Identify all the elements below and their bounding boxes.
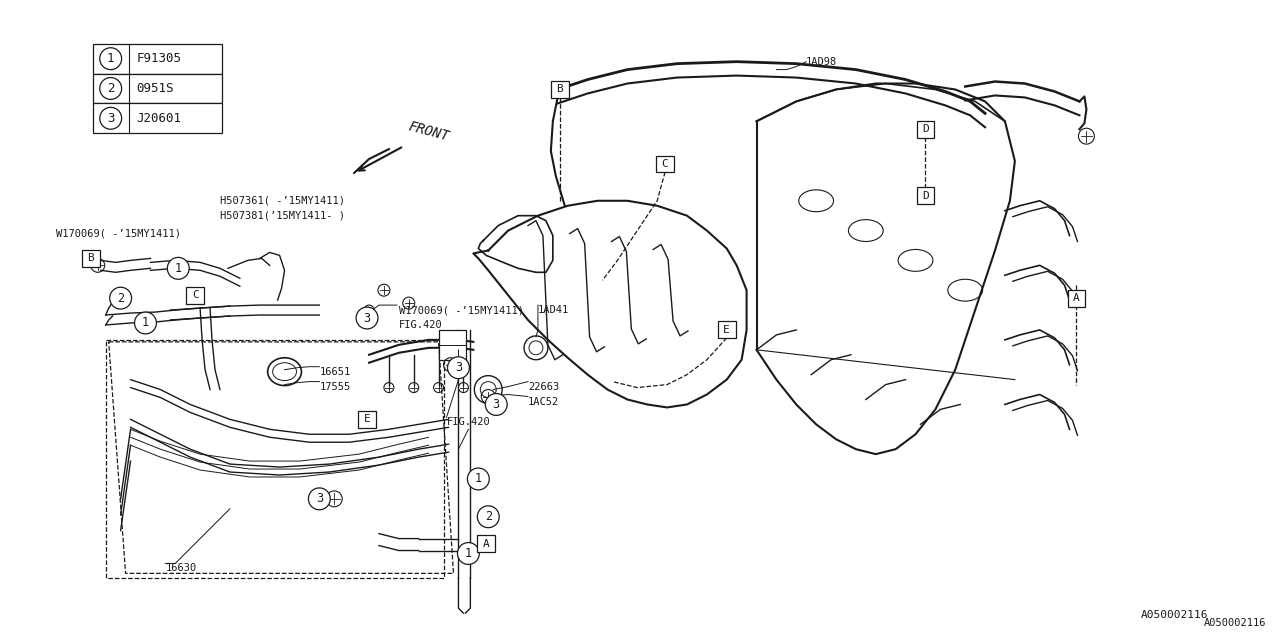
Text: 2: 2 — [485, 510, 492, 524]
Circle shape — [448, 356, 470, 379]
Circle shape — [467, 468, 489, 490]
Text: H507381(’15MY1411- ): H507381(’15MY1411- ) — [220, 211, 346, 221]
Bar — [93, 74, 221, 104]
Text: 1: 1 — [108, 52, 114, 65]
Bar — [550, 81, 568, 98]
Text: 16651: 16651 — [319, 367, 351, 377]
Text: H507361( -’15MY1411): H507361( -’15MY1411) — [220, 196, 346, 206]
Bar — [186, 287, 204, 303]
Text: A050002116: A050002116 — [1203, 618, 1266, 628]
Circle shape — [485, 394, 507, 415]
Circle shape — [457, 543, 479, 564]
Text: 1: 1 — [465, 547, 472, 560]
Bar — [106, 340, 444, 579]
Text: 3: 3 — [454, 361, 462, 374]
Text: 1AC52: 1AC52 — [529, 397, 559, 406]
Bar — [657, 156, 675, 172]
Text: A: A — [1073, 293, 1080, 303]
Circle shape — [100, 108, 122, 129]
Text: 1AD41: 1AD41 — [538, 305, 570, 315]
Text: 1: 1 — [475, 472, 481, 486]
Text: F91305: F91305 — [137, 52, 182, 65]
Bar — [358, 411, 376, 428]
Text: D: D — [922, 191, 929, 201]
Text: FRONT: FRONT — [407, 120, 451, 144]
Text: W170069( -’15MY1411): W170069( -’15MY1411) — [56, 228, 180, 239]
Text: A050002116: A050002116 — [1142, 610, 1208, 620]
Text: 3: 3 — [364, 312, 371, 324]
Bar — [916, 188, 934, 204]
Bar — [1068, 290, 1085, 307]
Bar — [93, 44, 221, 74]
Text: 17555: 17555 — [319, 381, 351, 392]
Text: FIG.420: FIG.420 — [447, 417, 490, 428]
Text: W170069( -’15MY1411): W170069( -’15MY1411) — [399, 305, 524, 315]
Text: 1AD98: 1AD98 — [806, 57, 837, 67]
Text: B: B — [87, 253, 95, 264]
Text: 0951S: 0951S — [137, 82, 174, 95]
Text: 3: 3 — [493, 398, 499, 411]
Text: 3: 3 — [316, 492, 323, 506]
Text: FIG.420: FIG.420 — [399, 320, 443, 330]
Text: C: C — [192, 290, 198, 300]
Text: 2: 2 — [116, 292, 124, 305]
Circle shape — [308, 488, 330, 510]
Text: 3: 3 — [108, 112, 114, 125]
Circle shape — [134, 312, 156, 334]
Circle shape — [356, 307, 378, 329]
Text: E: E — [364, 414, 370, 424]
Bar — [82, 250, 100, 267]
Text: 1: 1 — [174, 262, 182, 275]
Text: 22663: 22663 — [529, 381, 559, 392]
Circle shape — [100, 48, 122, 70]
Bar — [439, 330, 466, 360]
Bar — [718, 321, 736, 339]
Text: A: A — [483, 539, 490, 548]
Text: 2: 2 — [108, 82, 114, 95]
Text: D: D — [922, 124, 929, 134]
Text: E: E — [723, 325, 730, 335]
Text: 16630: 16630 — [165, 563, 197, 573]
Circle shape — [110, 287, 132, 309]
Bar — [916, 121, 934, 138]
Text: J20601: J20601 — [137, 112, 182, 125]
Circle shape — [477, 506, 499, 527]
Text: 1: 1 — [142, 317, 148, 330]
Bar — [93, 104, 221, 133]
Circle shape — [100, 77, 122, 99]
Circle shape — [168, 257, 189, 279]
Bar — [477, 535, 495, 552]
Text: C: C — [662, 159, 668, 169]
Text: B: B — [557, 84, 563, 95]
